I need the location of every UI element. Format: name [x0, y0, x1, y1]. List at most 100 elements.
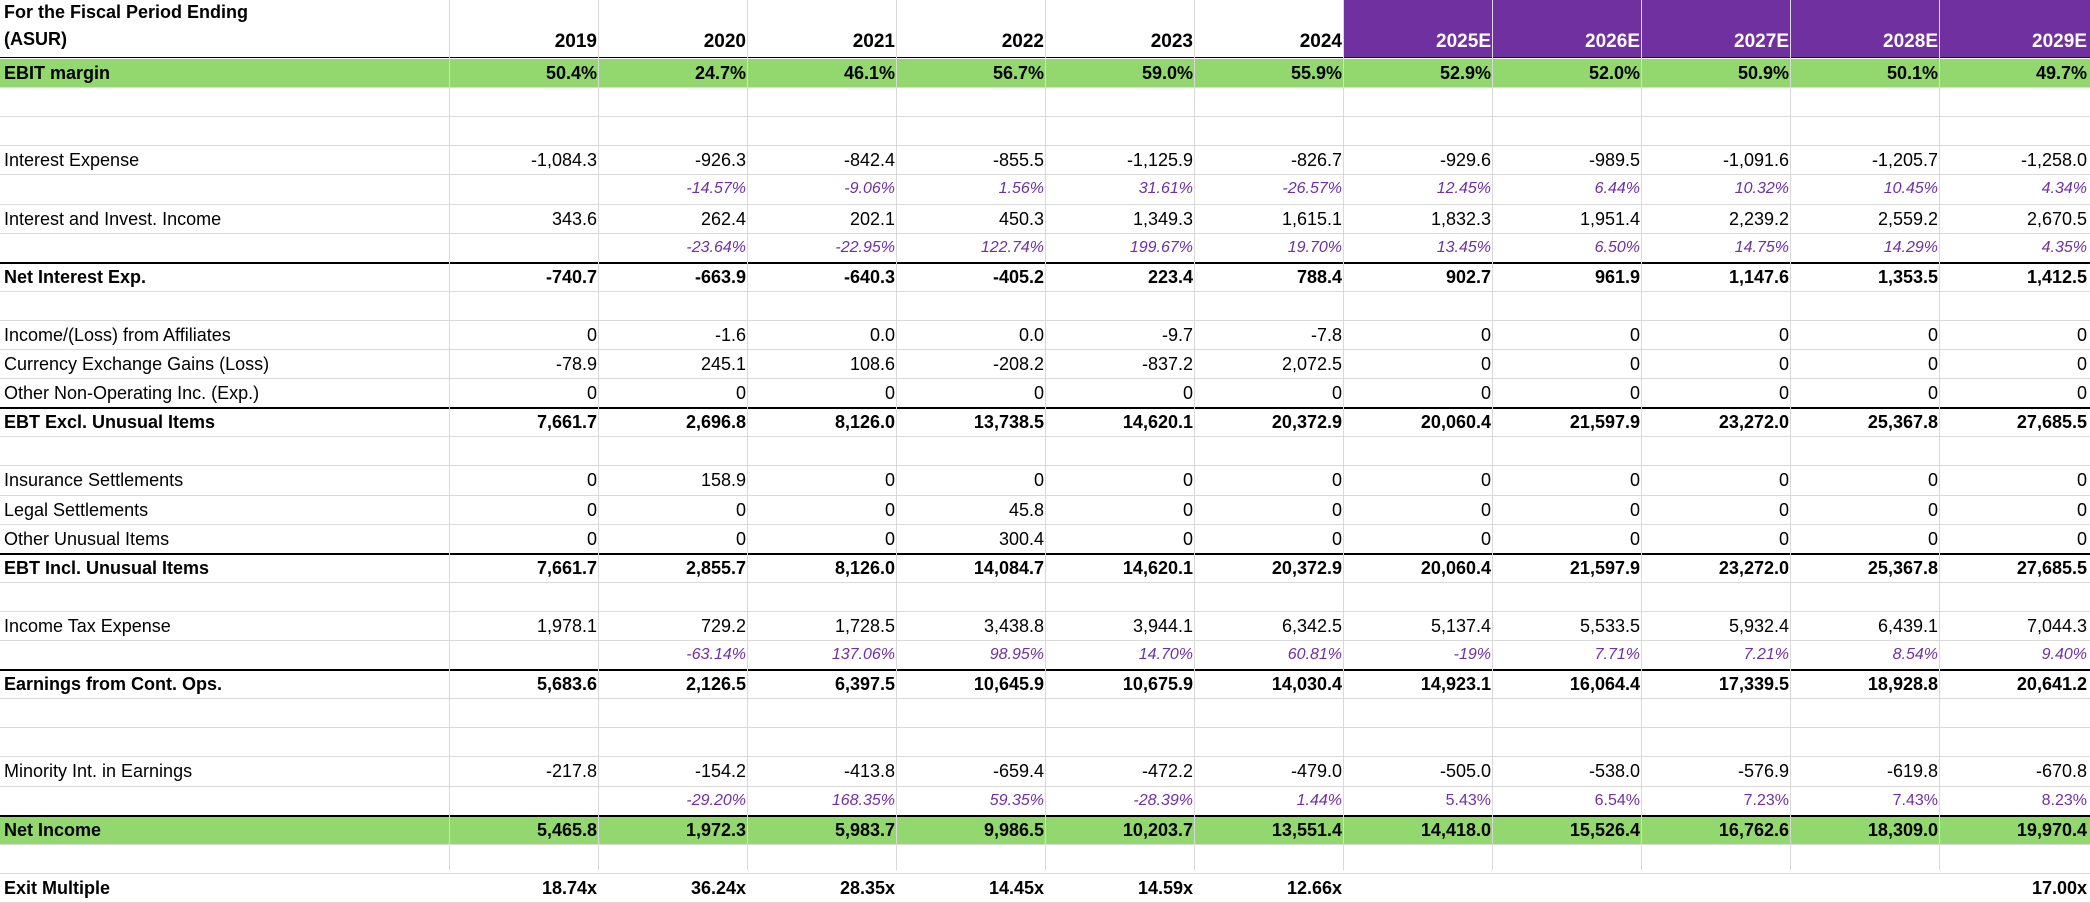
- value-cell: 0: [1927, 324, 1938, 345]
- growth-cell: 199.67%: [1129, 238, 1193, 256]
- column-gridline: [1343, 0, 1344, 870]
- value-cell: 0: [2076, 354, 2087, 374]
- year-header-2026e: 2026E: [1585, 31, 1640, 52]
- value-cell: -1,258.0: [2020, 150, 2087, 171]
- header-title-line2: (ASUR): [4, 29, 67, 49]
- value-cell: 0: [1629, 383, 1640, 404]
- value-cell: 961.9: [1594, 266, 1640, 287]
- year-header-2024: 2024: [1299, 31, 1342, 52]
- value-cell: 15,526.4: [1569, 819, 1640, 840]
- value-cell: 50.9%: [1737, 63, 1789, 83]
- value-cell: 0.0: [869, 324, 895, 345]
- value-cell: 0: [1927, 383, 1938, 404]
- row-label: Income Tax Expense: [4, 615, 171, 636]
- value-cell: 1,147.6: [1728, 266, 1789, 287]
- growth-cell: 14.70%: [1138, 646, 1193, 663]
- value-cell: 0: [1480, 324, 1491, 345]
- value-cell: 0: [1480, 499, 1491, 520]
- value-cell: 5,533.5: [1579, 615, 1640, 636]
- growth-cell: 98.95%: [989, 646, 1044, 663]
- value-cell: 0: [1778, 324, 1789, 345]
- value-cell: 5,932.4: [1728, 615, 1789, 636]
- value-cell: 7,661.7: [536, 557, 597, 578]
- value-cell: 0: [1182, 499, 1193, 520]
- value-cell: 0: [1629, 324, 1640, 345]
- value-cell: 0: [884, 499, 895, 520]
- column-gridline: [1939, 0, 1940, 870]
- growth-cell: 8.23%: [2041, 791, 2087, 809]
- value-cell: 902.7: [1445, 266, 1491, 287]
- growth-cell: 10.45%: [1883, 180, 1938, 198]
- value-cell: -663.9: [694, 266, 746, 287]
- value-cell: 55.9%: [1290, 63, 1342, 83]
- value-cell: 788.4: [1296, 266, 1342, 287]
- value-cell: -505.0: [1439, 761, 1491, 782]
- year-header-2025e: 2025E: [1436, 31, 1491, 52]
- value-cell: 0: [586, 324, 597, 345]
- growth-cell: 168.35%: [831, 791, 895, 809]
- value-cell: -1,091.6: [1722, 150, 1789, 171]
- row-label: EBIT margin: [4, 63, 111, 83]
- growth-cell: 12.45%: [1436, 180, 1491, 198]
- row-label: Interest and Invest. Income: [4, 208, 222, 229]
- value-cell: 6,342.5: [1281, 615, 1342, 636]
- value-cell: -670.8: [2035, 761, 2087, 782]
- value-cell: 23,272.0: [1718, 557, 1789, 578]
- value-cell: 0: [586, 528, 597, 549]
- row-label: Income/(Loss) from Affiliates: [4, 324, 231, 345]
- value-cell: 59.0%: [1141, 63, 1193, 83]
- value-cell: -1,125.9: [1126, 150, 1193, 171]
- value-cell: 28.35x: [839, 877, 895, 898]
- value-cell: -926.3: [694, 150, 746, 171]
- value-cell: -78.9: [555, 354, 597, 374]
- value-cell: -837.2: [1141, 354, 1193, 374]
- growth-cell: 7.71%: [1594, 646, 1640, 663]
- row-label: Exit Multiple: [4, 877, 111, 898]
- value-cell: -855.5: [992, 150, 1044, 171]
- growth-cell: -23.64%: [686, 238, 746, 256]
- value-cell: 0: [1629, 499, 1640, 520]
- value-cell: 0: [884, 470, 895, 491]
- year-header-2027e: 2027E: [1734, 31, 1789, 52]
- value-cell: -413.8: [843, 761, 895, 782]
- growth-cell: 1.44%: [1296, 791, 1342, 809]
- value-cell: -640.3: [843, 266, 895, 287]
- value-cell: 49.7%: [2035, 63, 2087, 83]
- value-cell: 202.1: [849, 208, 895, 229]
- value-cell: 1,728.5: [834, 615, 895, 636]
- value-cell: 5,683.6: [536, 674, 597, 695]
- row-label: EBT Incl. Unusual Items: [4, 557, 210, 578]
- value-cell: 0: [1778, 499, 1789, 520]
- value-cell: 12.66x: [1286, 877, 1342, 898]
- value-cell: 9,986.5: [983, 819, 1044, 840]
- growth-cell: 31.61%: [1138, 180, 1193, 198]
- column-gridline: [1492, 0, 1493, 870]
- value-cell: 0: [2076, 324, 2087, 345]
- year-header-2022: 2022: [1001, 31, 1044, 52]
- growth-cell: 59.35%: [989, 791, 1044, 809]
- value-cell: 50.4%: [545, 63, 597, 83]
- value-cell: 13,738.5: [973, 412, 1044, 433]
- value-cell: 0: [2076, 470, 2087, 491]
- value-cell: 17,339.5: [1718, 674, 1789, 695]
- value-cell: 14,620.1: [1122, 412, 1193, 433]
- column-gridline: [1045, 0, 1046, 870]
- value-cell: 27,685.5: [2016, 412, 2087, 433]
- row-label: Net Income: [4, 819, 102, 840]
- value-cell: -1.6: [714, 324, 746, 345]
- value-cell: 10,675.9: [1122, 674, 1193, 695]
- column-gridline: [896, 0, 897, 870]
- growth-cell: -26.57%: [1282, 180, 1342, 198]
- value-cell: 16,762.6: [1718, 819, 1789, 840]
- value-cell: 20,641.2: [2016, 674, 2087, 695]
- value-cell: 2,670.5: [2026, 208, 2087, 229]
- value-cell: 0: [1182, 470, 1193, 491]
- value-cell: 20,060.4: [1420, 557, 1491, 578]
- row-label: EBT Excl. Unusual Items: [4, 412, 216, 433]
- value-cell: 0: [735, 499, 746, 520]
- growth-cell: 19.70%: [1287, 238, 1342, 256]
- growth-cell: 7.21%: [1743, 646, 1789, 663]
- value-cell: 0: [1033, 470, 1044, 491]
- row-label: Legal Settlements: [4, 499, 149, 520]
